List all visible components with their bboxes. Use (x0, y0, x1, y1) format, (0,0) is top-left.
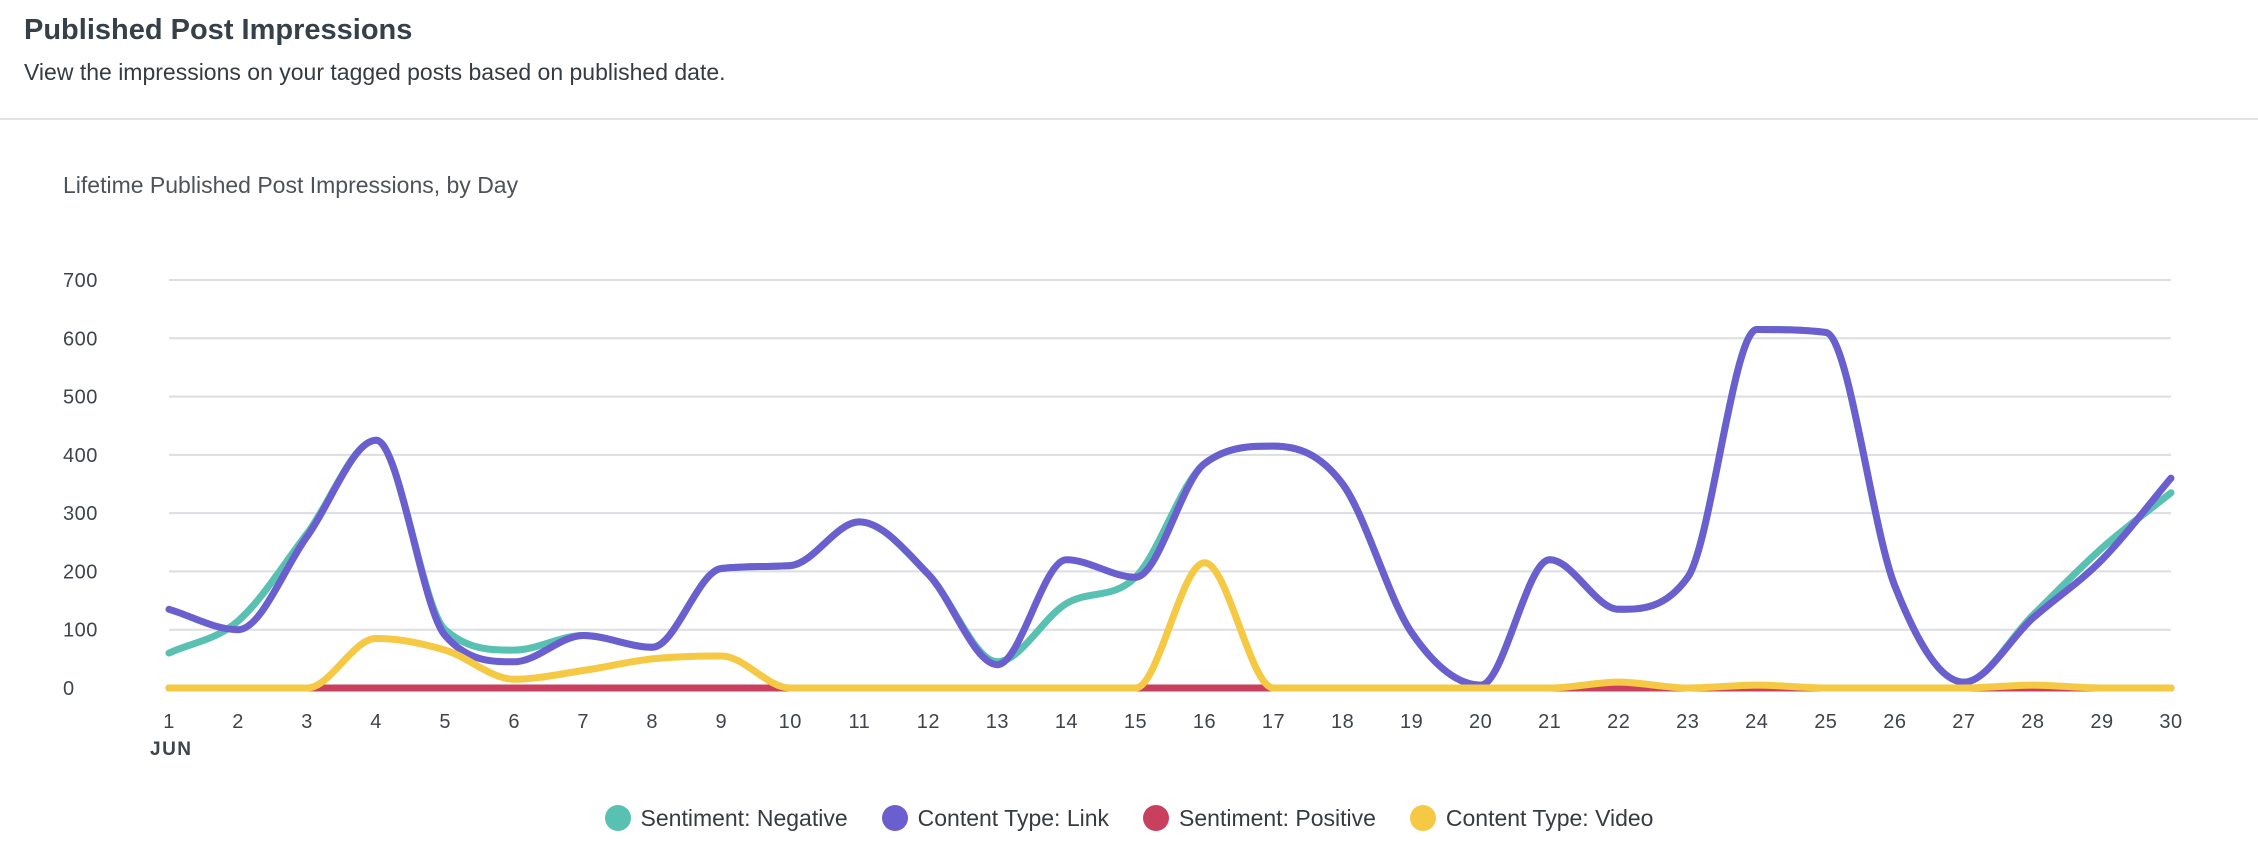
y-tick-label: 300 (63, 503, 98, 525)
x-tick-label: 5 (439, 711, 451, 733)
legend-item-content-type-video[interactable]: Content Type: Video (1409, 804, 1654, 832)
y-tick-label: 500 (63, 387, 98, 409)
x-tick-label: 27 (1952, 711, 1975, 733)
chart-legend: Sentiment: Negative Content Type: Link Sen… (0, 800, 2258, 836)
series-line-content-type-video (165, 559, 2175, 692)
y-tick-label: 600 (63, 328, 98, 350)
y-axis-ticks: 0 100 200 300 400 500 600 700 (63, 270, 98, 700)
x-tick-label: 28 (2021, 711, 2044, 733)
x-tick-label: 8 (646, 711, 658, 733)
legend-label: Sentiment: Negative (640, 804, 848, 831)
x-tick-label: 6 (508, 711, 520, 733)
legend-swatch (1409, 805, 1436, 831)
x-tick-label: 14 (1055, 711, 1078, 733)
y-tick-label: 0 (63, 678, 75, 700)
x-tick-label: 16 (1193, 711, 1216, 733)
x-tick-label: 21 (1538, 711, 1561, 733)
x-tick-label: 3 (301, 711, 313, 733)
x-tick-label: 4 (370, 711, 382, 733)
legend-item-content-type-link[interactable]: Content Type: Link (881, 804, 1110, 832)
x-tick-label: 11 (848, 711, 870, 733)
page-header: Published Post Impressions View the impr… (0, 0, 2258, 120)
x-tick-label: 7 (577, 711, 589, 733)
legend-item-sentiment-negative[interactable]: Sentiment: Negative (604, 804, 848, 832)
x-tick-label: 20 (1469, 711, 1492, 733)
x-tick-label: 23 (1676, 711, 1699, 733)
x-tick-label: 22 (1607, 711, 1630, 733)
x-tick-label: 1 (163, 711, 175, 733)
series-lines (165, 326, 2175, 692)
legend-swatch (1143, 805, 1170, 831)
legend-label: Content Type: Link (917, 804, 1110, 831)
x-tick-label: 18 (1331, 711, 1354, 733)
x-tick-label: 17 (1262, 711, 1285, 733)
x-tick-label: 9 (715, 711, 727, 733)
x-tick-label: 10 (779, 711, 802, 733)
y-tick-label: 700 (63, 270, 98, 292)
x-tick-label: 29 (2090, 711, 2113, 733)
page-title: Published Post Impressions (24, 14, 413, 46)
x-tick-label: 26 (1883, 711, 1906, 733)
legend-swatch (881, 805, 908, 831)
x-tick-label: 2 (232, 711, 244, 733)
x-tick-label: 30 (2159, 711, 2182, 733)
chart-title: Lifetime Published Post Impressions, by … (63, 172, 519, 198)
x-tick-label: 12 (917, 711, 940, 733)
x-tick-label: 24 (1745, 711, 1768, 733)
x-tick-label: 15 (1124, 711, 1147, 733)
legend-item-sentiment-positive[interactable]: Sentiment: Positive (1143, 805, 1376, 832)
x-axis-ticks: 1 2 3 4 5 6 7 8 9 10 11 12 13 14 15 16 17 18 19 20 21 22 23 24 2… (150, 711, 2182, 760)
x-tick-label: 13 (986, 711, 1009, 733)
series-line-content-type-link (165, 326, 2175, 689)
x-tick-label: 19 (1400, 711, 1423, 733)
y-tick-label: 100 (63, 620, 98, 642)
y-tick-label: 400 (63, 445, 98, 467)
y-tick-label: 200 (63, 561, 98, 583)
legend-swatch (604, 805, 631, 831)
x-month-label: JUN (150, 739, 193, 760)
legend-label: Content Type: Video (1445, 804, 1654, 831)
legend-label: Sentiment: Positive (1179, 804, 1376, 831)
x-tick-label: 25 (1814, 711, 1837, 733)
page-subtitle: View the impressions on your tagged post… (24, 59, 726, 85)
